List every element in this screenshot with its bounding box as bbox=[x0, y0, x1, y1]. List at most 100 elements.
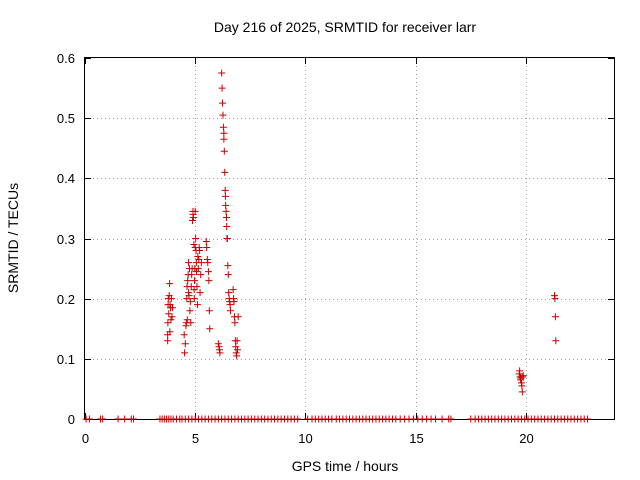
data-point bbox=[197, 271, 205, 279]
data-point bbox=[431, 415, 439, 423]
data-point bbox=[205, 307, 213, 315]
data-point bbox=[233, 337, 241, 345]
data-point bbox=[226, 301, 234, 309]
y-axis-label: SRMTID / TECUs bbox=[5, 183, 21, 293]
chart-title: Day 216 of 2025, SRMTID for receiver lar… bbox=[214, 19, 477, 35]
data-point bbox=[203, 244, 211, 252]
data-point bbox=[184, 277, 192, 285]
data-points bbox=[82, 69, 592, 423]
data-point bbox=[169, 304, 177, 312]
y-tick-label: 0.2 bbox=[57, 292, 75, 307]
data-point bbox=[214, 340, 222, 348]
data-point bbox=[438, 415, 446, 423]
data-point bbox=[221, 168, 229, 176]
data-point bbox=[193, 283, 201, 291]
data-point bbox=[129, 415, 137, 423]
data-point bbox=[223, 235, 231, 242]
data-point bbox=[183, 316, 191, 324]
data-point bbox=[192, 235, 200, 242]
plot-frame bbox=[84, 57, 615, 420]
data-point bbox=[166, 328, 174, 336]
data-point bbox=[164, 337, 172, 345]
data-point bbox=[194, 253, 202, 261]
data-point bbox=[204, 268, 212, 276]
data-point bbox=[190, 295, 198, 303]
x-axis-label: GPS time / hours bbox=[292, 458, 399, 474]
data-point bbox=[191, 277, 199, 285]
data-point bbox=[216, 349, 224, 357]
data-point bbox=[114, 415, 122, 423]
x-tick-label: 15 bbox=[409, 431, 423, 446]
data-point bbox=[196, 247, 204, 255]
data-point bbox=[168, 313, 176, 321]
y-tick-label: 0.1 bbox=[57, 352, 75, 367]
data-point bbox=[229, 286, 237, 294]
data-point bbox=[234, 313, 242, 321]
data-point bbox=[226, 307, 234, 315]
y-tick-label: 0.6 bbox=[57, 51, 75, 66]
data-point bbox=[181, 340, 189, 348]
data-point bbox=[185, 292, 193, 300]
data-point bbox=[220, 135, 228, 143]
data-point bbox=[219, 99, 227, 107]
data-point bbox=[218, 69, 226, 77]
data-point bbox=[190, 286, 198, 294]
data-point bbox=[518, 382, 526, 390]
data-point bbox=[218, 84, 226, 92]
data-point bbox=[231, 319, 239, 327]
data-point bbox=[220, 147, 228, 155]
y-tick-label: 0.4 bbox=[57, 171, 75, 186]
data-point bbox=[165, 310, 173, 318]
data-point bbox=[204, 259, 212, 267]
data-point bbox=[551, 313, 559, 321]
data-point bbox=[221, 186, 229, 194]
data-point bbox=[230, 298, 238, 306]
data-point bbox=[193, 268, 201, 276]
data-point bbox=[584, 415, 592, 423]
data-point bbox=[516, 367, 524, 375]
data-point bbox=[223, 213, 231, 221]
data-point bbox=[189, 213, 197, 221]
data-point bbox=[193, 301, 201, 309]
y-tick-label: 0.5 bbox=[57, 111, 75, 126]
data-point bbox=[185, 259, 193, 267]
y-tick-label: 0.3 bbox=[57, 232, 75, 247]
data-point bbox=[447, 415, 455, 423]
data-point bbox=[518, 388, 526, 396]
data-point bbox=[181, 349, 189, 357]
data-point bbox=[232, 343, 240, 351]
data-point bbox=[191, 207, 199, 215]
data-point bbox=[194, 265, 202, 273]
data-point bbox=[225, 289, 233, 297]
data-point bbox=[233, 352, 241, 360]
data-point bbox=[219, 123, 227, 131]
data-point bbox=[551, 295, 559, 303]
data-point bbox=[224, 271, 232, 279]
data-point bbox=[222, 207, 230, 215]
grid-lines bbox=[85, 58, 614, 419]
data-point bbox=[220, 129, 228, 137]
data-point bbox=[205, 277, 213, 285]
data-point bbox=[196, 289, 204, 297]
data-point bbox=[188, 271, 196, 279]
data-point bbox=[221, 192, 229, 200]
data-point bbox=[206, 325, 214, 333]
x-tick-label: 5 bbox=[192, 431, 199, 446]
data-point bbox=[167, 295, 175, 303]
data-point bbox=[219, 111, 227, 119]
x-tick-label: 20 bbox=[519, 431, 533, 446]
data-point bbox=[202, 238, 210, 246]
x-tick-label: 0 bbox=[82, 431, 89, 446]
data-point bbox=[99, 415, 107, 423]
data-point bbox=[222, 201, 230, 209]
data-point bbox=[552, 337, 560, 345]
data-point bbox=[519, 372, 527, 380]
data-point bbox=[234, 346, 242, 354]
data-point bbox=[85, 415, 93, 423]
x-tick-label: 10 bbox=[298, 431, 312, 446]
data-point bbox=[164, 319, 172, 327]
y-tick-label: 0 bbox=[68, 412, 75, 427]
data-point bbox=[189, 216, 197, 224]
data-point bbox=[167, 316, 175, 324]
